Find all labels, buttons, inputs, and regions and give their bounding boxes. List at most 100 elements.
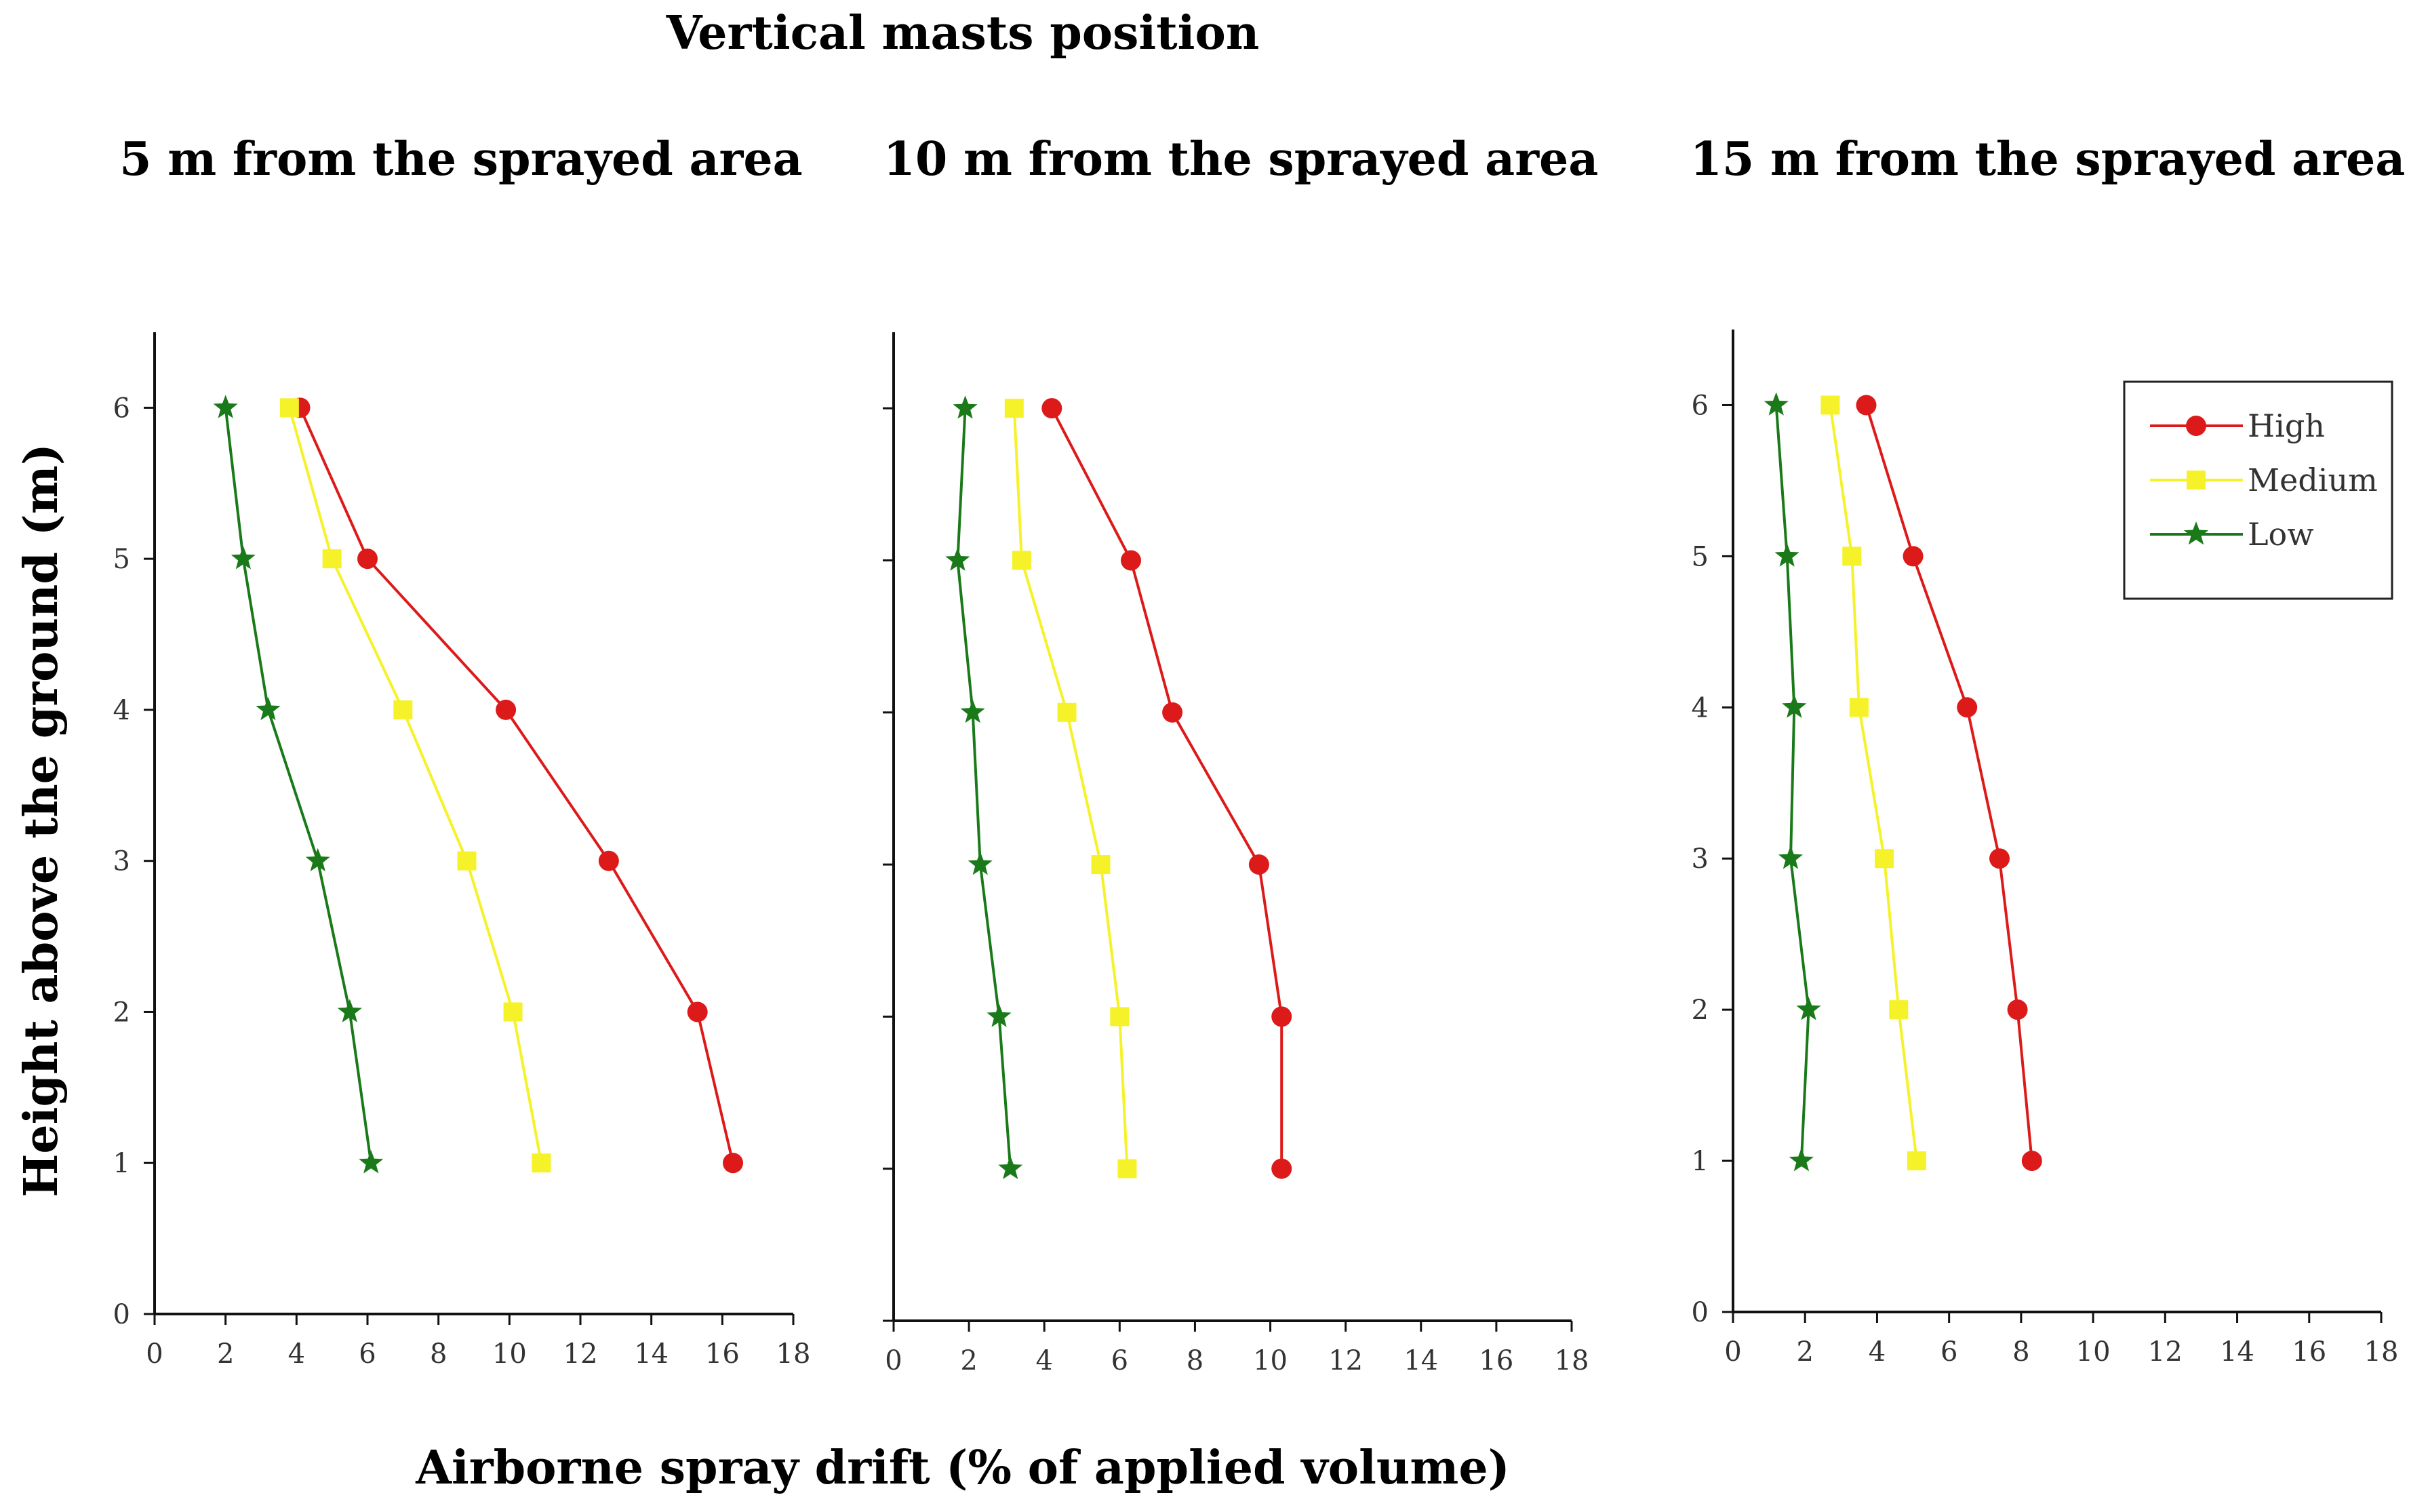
panel-2-point-low [953, 395, 978, 419]
panel-3-point-high [1903, 546, 1924, 567]
panel-2-x-tick-label: 2 [960, 1345, 977, 1376]
panel-3-x-tick-label: 6 [1940, 1336, 1957, 1368]
panel-2-point-low [987, 1003, 1012, 1027]
legend-entry-low: Low [2150, 516, 2314, 553]
panel-3-series-high [1856, 395, 2042, 1172]
panel-1-x-tick-label: 14 [634, 1338, 669, 1370]
panel-1-x-tick-label: 12 [563, 1338, 598, 1370]
legend-marker-medium [2187, 471, 2206, 490]
panel-1-x-tick-label: 6 [359, 1338, 376, 1370]
panel-3-y-tick-label: 0 [1692, 1297, 1709, 1328]
panel-1-point-high [598, 850, 619, 871]
panel-1-point-medium [503, 1002, 523, 1022]
panel-1-point-medium [457, 851, 477, 871]
panel-2-point-medium [1117, 1159, 1137, 1178]
panel-1-point-low [231, 546, 256, 570]
panel-2-line-medium [1012, 408, 1129, 1169]
panel-3-point-low [1789, 1148, 1814, 1172]
panel-3-x-tick-label: 0 [1724, 1336, 1741, 1368]
panel-1-y-tick-label: 6 [113, 393, 130, 424]
panel-2-series-high [1041, 398, 1292, 1179]
panel-2-point-low [968, 852, 993, 875]
legend-marker-high [2186, 416, 2206, 436]
panel-3-x-tick-label: 16 [2292, 1336, 2326, 1368]
panel-1-point-high [687, 1001, 708, 1022]
panel-1-x-tick-label: 4 [288, 1338, 305, 1370]
panel-3-point-low [1796, 997, 1821, 1020]
legend-label-high: High [2248, 407, 2325, 444]
panel-3-point-high [1989, 848, 2010, 869]
panel-1-line-low [224, 407, 373, 1163]
panel-1-point-low [305, 848, 330, 872]
panel-1-y-tick-label: 3 [113, 846, 130, 877]
panel-1-y-tick-label: 4 [113, 695, 130, 726]
panel-3-x-tick-label: 12 [2148, 1336, 2183, 1368]
panel-2-point-low [945, 547, 970, 571]
panel-1-point-medium [532, 1153, 551, 1173]
panel-1-x-tick-label: 8 [430, 1338, 447, 1370]
legend-label-low: Low [2248, 516, 2314, 553]
panel-3-point-low [1764, 392, 1789, 416]
panel-3-point-high [2007, 999, 2028, 1020]
panel-1-point-medium [322, 549, 342, 569]
panel-2-point-medium [1012, 551, 1031, 570]
panel-1-point-high [357, 549, 378, 570]
panel-2-point-high [1271, 1006, 1292, 1027]
panel-3-y-tick-label: 6 [1692, 390, 1709, 421]
panel-3-line-low [1774, 405, 1810, 1161]
panel-2-title: 10 m from the sprayed area [883, 132, 1599, 186]
panel-2-x-tick-label: 14 [1403, 1345, 1438, 1376]
panel-3-y-tick-label: 1 [1692, 1146, 1709, 1177]
x-axis-label: Airborne spray drift (% of applied volum… [415, 1441, 1510, 1495]
panel-2-line-high [1050, 407, 1283, 1169]
panel-2-line-low [956, 408, 1012, 1169]
panel-1-point-low [337, 999, 362, 1022]
legend-entry-medium: Medium [2150, 462, 2378, 498]
panel-3-point-medium [1875, 849, 1894, 869]
panel-3-series-medium [1820, 395, 1926, 1171]
panel-1-point-medium [279, 398, 299, 418]
panel-3-point-medium [1889, 1000, 1909, 1020]
panel-3-x-tick-label: 18 [2364, 1336, 2399, 1368]
panel-1-point-high [723, 1153, 744, 1174]
panel-3-line-high [1865, 404, 2033, 1161]
panel-3-x-tick-label: 8 [2012, 1336, 2029, 1368]
panel-2-x-tick-label: 6 [1111, 1345, 1128, 1376]
panel-3-y-tick-label: 4 [1692, 692, 1709, 723]
legend-box [2123, 380, 2393, 600]
panel-2-point-medium [1110, 1007, 1130, 1027]
panel-1-series-medium [279, 398, 551, 1173]
panel-2-point-low [998, 1155, 1023, 1180]
panel-3-point-low [1774, 543, 1799, 567]
panel-1-x-tick-label: 2 [217, 1338, 234, 1370]
panel-2: 10 m from the sprayed area 0 2 4 6 8 10 12 14 16 1… [883, 132, 1598, 1376]
panel-3-y-tick-label: 2 [1692, 995, 1709, 1026]
panel-3-point-high [1957, 697, 1978, 718]
panel-1-x-tick-label: 0 [146, 1338, 163, 1370]
panel-3-point-medium [1820, 395, 1840, 415]
panel-1-line-high [298, 407, 734, 1163]
panel-3-x-tick-label: 4 [1869, 1336, 1886, 1368]
panel-2-series-medium [1004, 399, 1137, 1178]
panel-1-point-low [256, 696, 281, 721]
panel-1-y-tick-label: 2 [113, 997, 130, 1028]
legend-label-medium: Medium [2248, 462, 2378, 498]
panel-2-x-tick-label: 0 [885, 1345, 902, 1376]
panel-2-point-low [960, 699, 985, 723]
panel-3-point-medium [1907, 1151, 1926, 1171]
panel-1-line-medium [287, 407, 543, 1163]
panel-3-y-tick-label: 3 [1692, 843, 1709, 875]
y-axis-label: Height above the ground (m) [14, 443, 68, 1197]
panel-2-x-tick-label: 18 [1555, 1345, 1589, 1376]
panel-2-series-low [945, 395, 1023, 1180]
panel-3-point-high [1856, 395, 1877, 416]
panel-1-point-low [213, 395, 238, 418]
panel-2-point-high [1162, 702, 1183, 723]
figure-title: Vertical masts position [666, 6, 1260, 60]
panel-3-x-tick-label: 14 [2220, 1336, 2254, 1368]
panel-3-line-medium [1829, 405, 1918, 1161]
panel-2-point-high [1248, 854, 1269, 875]
